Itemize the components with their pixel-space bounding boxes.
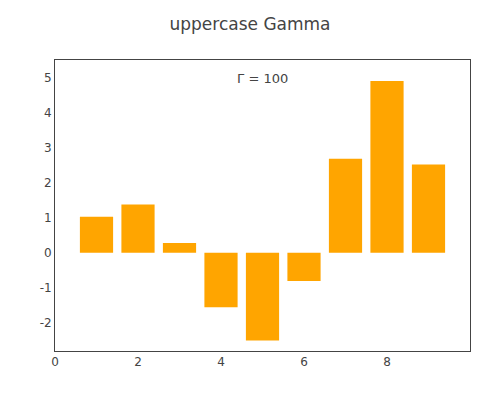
svg-text:Γ = 100: Γ = 100 xyxy=(237,71,288,86)
svg-text:0: 0 xyxy=(51,355,59,369)
svg-text:2: 2 xyxy=(44,176,52,190)
svg-text:6: 6 xyxy=(300,355,308,369)
svg-text:0: 0 xyxy=(44,246,52,260)
svg-text:4: 4 xyxy=(44,106,52,120)
svg-text:-1: -1 xyxy=(40,281,52,295)
svg-text:2: 2 xyxy=(134,355,142,369)
svg-text:uppercase Gamma: uppercase Gamma xyxy=(169,14,330,34)
svg-text:-2: -2 xyxy=(40,316,52,330)
svg-text:4: 4 xyxy=(217,355,225,369)
svg-text:3: 3 xyxy=(44,141,52,155)
svg-text:1: 1 xyxy=(44,211,52,225)
svg-text:5: 5 xyxy=(44,71,52,85)
svg-text:8: 8 xyxy=(383,355,391,369)
